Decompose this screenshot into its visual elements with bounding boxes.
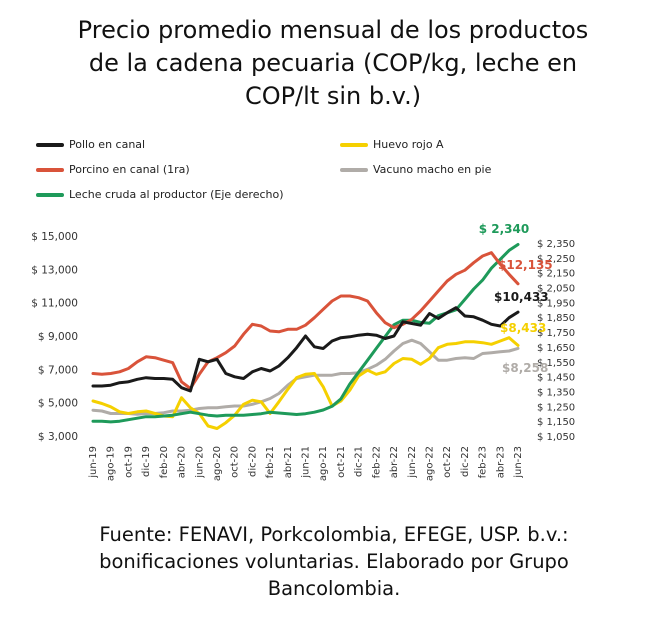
title-line: de la cadena pecuaria (COP/kg, leche en	[88, 49, 578, 77]
x-tick-label: feb-20	[159, 446, 170, 478]
legend-item-vacuno: Vacuno macho en pie	[340, 163, 491, 176]
y-right-tick-label: $ 1,550	[537, 358, 575, 369]
title-line: Precio promedio mensual de los productos	[77, 16, 589, 44]
x-tick-label: oct-22	[442, 446, 453, 478]
x-tick-label: ago-20	[212, 446, 223, 481]
y-left-tick-label: $ 9,000	[38, 331, 78, 343]
end-label-huevo: $8,433	[500, 321, 546, 335]
y-left-tick-label: $ 11,000	[31, 298, 78, 310]
legend-swatch	[340, 167, 368, 172]
source-text: FENAVI, Porkcolombia, EFEGE, USP. b.v.:	[172, 523, 569, 546]
x-tick-label: dic-20	[247, 446, 258, 477]
source-note: Fuente: FENAVI, Porkcolombia, EFEGE, USP…	[14, 521, 654, 602]
y-right-tick-label: $ 1,750	[537, 328, 575, 339]
legend-swatch	[36, 142, 64, 147]
title-line: COP/lt sin b.v.)	[244, 82, 422, 110]
y-right-tick-label: $ 2,350	[537, 239, 575, 250]
x-tick-label: abr-23	[495, 446, 506, 478]
end-label-pollo: $10,433	[494, 290, 549, 304]
legend-item-porcino: Porcino en canal (1ra)	[36, 163, 190, 176]
series-line-pollo	[91, 306, 520, 393]
series-lines	[91, 243, 520, 430]
series-line-porcino	[91, 251, 520, 390]
x-tick-label: jun-21	[301, 446, 312, 479]
y-right-tick-label: $ 1,050	[537, 432, 575, 443]
y-right-tick-label: $ 1,950	[537, 298, 575, 309]
legend-item-leche: Leche cruda al productor (Eje derecho)	[36, 188, 284, 201]
legend-label: Huevo rojo A	[373, 138, 444, 151]
series-line-vacuno	[91, 338, 520, 416]
x-tick-label: abr-21	[283, 446, 294, 478]
end-label-leche: $ 2,340	[479, 222, 529, 236]
x-tick-label: feb-23	[478, 446, 489, 478]
chart-title: Precio promedio mensual de los productos…	[10, 14, 656, 113]
x-tick-label: abr-20	[177, 446, 188, 478]
x-tick-label: dic-19	[141, 446, 152, 477]
y-right-tick-label: $ 1,650	[537, 343, 575, 354]
source-text: bonificaciones voluntarias. Elaborado po…	[99, 550, 569, 573]
x-tick-label: oct-21	[336, 446, 347, 478]
x-tick-label: jun-20	[194, 446, 205, 479]
x-tick-label: jun-23	[513, 446, 524, 479]
legend-label: Porcino en canal (1ra)	[69, 163, 190, 176]
x-tick-label: oct-20	[230, 446, 241, 478]
x-tick-label: ago-19	[106, 446, 117, 481]
legend-label: Pollo en canal	[69, 138, 146, 151]
x-tick-label: abr-22	[389, 446, 400, 478]
end-label-porcino: $12,135	[498, 258, 553, 272]
end-labels: $ 2,340 $12,135 $10,433 $8,433 $8,258	[479, 222, 553, 375]
x-tick-label: ago-22	[424, 446, 435, 481]
x-tick-label: feb-22	[371, 446, 382, 478]
y-axis-left: $ 3,000 $ 5,000 $ 7,000 $ 9,000 $ 11,000 $ 13…	[31, 231, 78, 443]
end-label-vacuno: $8,258	[502, 361, 548, 375]
legend-swatch	[36, 167, 64, 172]
legend-swatch	[36, 192, 64, 197]
x-tick-label: dic-21	[354, 446, 365, 477]
series-line-leche	[91, 243, 520, 424]
y-left-tick-label: $ 3,000	[38, 431, 78, 443]
x-tick-label: jun-22	[407, 446, 418, 479]
y-right-tick-label: $ 2,050	[537, 284, 575, 295]
legend-label: Leche cruda al productor (Eje derecho)	[69, 188, 284, 201]
y-right-tick-label: $ 1,450	[537, 373, 575, 384]
legend-item-pollo: Pollo en canal	[36, 138, 145, 151]
y-right-tick-label: $ 1,350	[537, 387, 575, 398]
x-axis: jun-19 ago-19 oct-19 dic-19 feb-20 abr-20 jun-…	[88, 446, 524, 481]
legend-label: Vacuno macho en pie	[373, 163, 492, 176]
x-tick-label: dic-22	[460, 446, 471, 477]
x-tick-label: feb-21	[265, 446, 276, 478]
y-right-tick-label: $ 1,250	[537, 402, 575, 413]
y-right-tick-label: $ 1,150	[537, 417, 575, 428]
y-right-tick-label: $ 2,250	[537, 254, 575, 265]
y-left-tick-label: $ 15,000	[31, 231, 78, 243]
legend-item-huevo: Huevo rojo A	[340, 138, 444, 151]
y-right-tick-label: $ 1,850	[537, 313, 575, 324]
y-right-tick-label: $ 2,150	[537, 269, 575, 280]
source-label: Fuente:	[99, 523, 173, 546]
source-text: Bancolombia.	[267, 577, 401, 600]
legend-swatch	[340, 142, 368, 147]
y-left-tick-label: $ 13,000	[31, 264, 78, 276]
x-tick-label: ago-21	[318, 446, 329, 481]
y-left-tick-label: $ 7,000	[38, 364, 78, 376]
x-tick-label: oct-19	[123, 446, 134, 478]
y-left-tick-label: $ 5,000	[38, 398, 78, 410]
x-tick-label: jun-19	[88, 446, 99, 479]
y-axis-right: $ 1,050 $ 1,150 $ 1,250 $ 1,350 $ 1,450 $ 1,5…	[537, 239, 575, 443]
